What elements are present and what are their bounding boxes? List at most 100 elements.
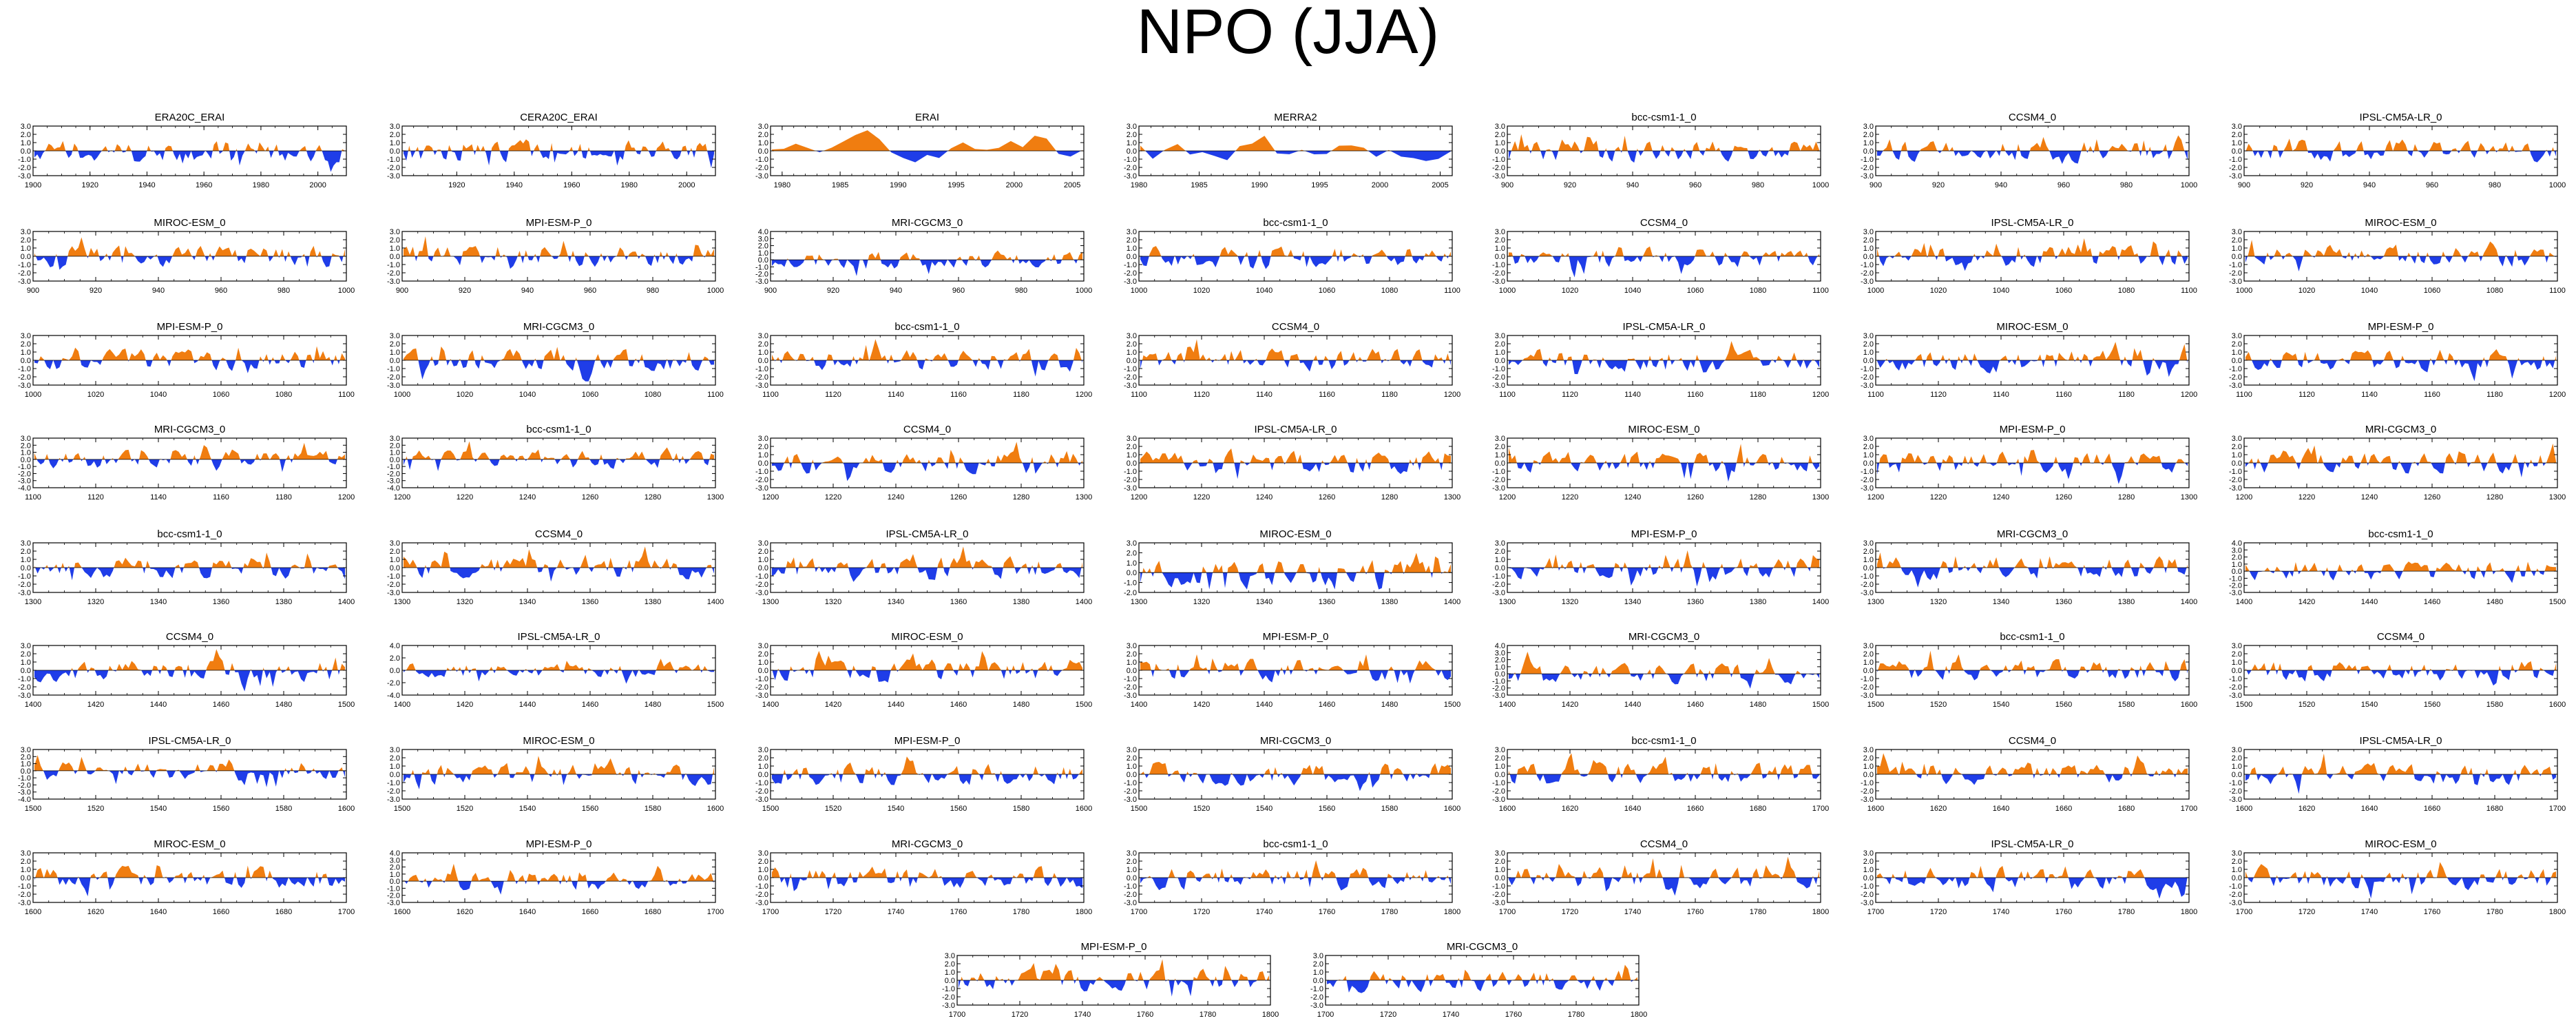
x-tick-label: 1240 [519,493,536,502]
y-tick-label: -2.0 [755,476,768,484]
y-tick-label: -2.0 [387,164,400,172]
y-tick-label: 3.0 [21,746,31,754]
y-tick-label: -2.0 [2229,164,2242,172]
positive-area [772,546,1082,568]
x-tick-label: 1600 [2236,805,2252,813]
x-tick-label: 1700 [949,1011,965,1019]
negative-area [1509,568,1819,587]
x-tick-label: 1240 [1256,493,1273,502]
x-tick-label: 1780 [1013,908,1029,916]
x-tick-label: 1420 [825,701,841,709]
y-tick-label: -3.0 [18,789,31,797]
y-tick-label: 3.0 [2232,546,2242,555]
y-tick-label: 2.0 [1127,754,1137,763]
positive-area [1877,865,2188,878]
x-tick-label: 1400 [1444,598,1460,606]
negative-area [2245,670,2556,686]
y-tick-label: -3.0 [1861,484,1874,493]
x-tick-label: 1320 [825,598,841,606]
chart-title: bcc-csm1-1_0 [1263,217,1328,229]
chart-title: IPSL-CM5A-LR_0 [2359,112,2442,123]
x-tick-label: 1540 [1993,701,2009,709]
x-tick-label: 1040 [1624,287,1641,295]
y-tick-label: -3.0 [18,172,31,180]
y-tick-label: -1.0 [18,572,31,581]
y-tick-label: -3.0 [755,692,768,700]
x-tick-label: 1700 [2549,805,2566,813]
negative-area [1509,878,1819,896]
y-tick-label: 2.0 [21,131,31,139]
x-tick-label: 1520 [1930,701,1947,709]
negative-area [1509,360,1819,375]
x-tick-label: 940 [521,287,534,295]
x-tick-label: 1260 [1687,493,1704,502]
x-tick-label: 1580 [645,805,661,813]
x-tick-label: 1100 [1499,391,1516,399]
chart-title: MIROC-ESM_0 [1259,528,1331,540]
x-tick-label: 1980 [253,181,269,189]
x-tick-label: 1060 [582,391,598,399]
y-tick-label: 1.0 [758,451,768,459]
positive-area [2245,661,2556,670]
y-tick-label: -3.0 [1861,172,1874,180]
negative-area [34,770,345,787]
y-tick-label: 3.0 [1495,332,1505,340]
chart-title: IPSL-CM5A-LR_0 [886,528,968,540]
chart-title: IPSL-CM5A-LR_0 [2359,735,2442,747]
x-tick-label: 1800 [2549,908,2566,916]
y-tick-label: -3.0 [942,1002,955,1010]
y-tick-label: 2.0 [1495,548,1505,556]
y-tick-label: -2.0 [1492,891,1505,899]
chart-title: IPSL-CM5A-LR_0 [148,735,231,747]
y-tick-label: -3.0 [1492,899,1505,907]
x-tick-label: 1080 [2118,287,2135,295]
y-tick-label: 1.0 [1863,451,1874,459]
negative-area [2245,256,2556,271]
y-tick-label: -3.0 [2229,278,2242,286]
y-tick-label: 0.0 [758,874,768,882]
y-tick-label: -3.0 [1492,484,1505,493]
x-tick-label: 1140 [150,493,167,502]
y-tick-label: 0.0 [1863,667,1874,675]
x-tick-label: 1440 [888,701,904,709]
y-tick-label: 0.0 [390,147,400,156]
x-tick-label: 1660 [2424,805,2440,813]
chart-panel: IPSL-CM5A-LR_0 3.02.01.00.0-1.0-2.0-3.0-4… [18,735,355,813]
y-tick-label: 2.0 [1495,443,1505,451]
y-tick-label: 3.0 [758,123,768,131]
y-tick-label: 0.0 [21,357,31,365]
y-tick-label: -3.0 [1492,278,1505,286]
y-tick-label: 3.0 [1495,228,1505,236]
x-tick-label: 1180 [2486,391,2503,399]
y-tick-label: -1.0 [387,261,400,269]
x-tick-label: 1720 [1193,908,1210,916]
y-tick-label: -1.0 [1861,882,1874,891]
x-tick-label: 1620 [1562,805,1578,813]
chart-title: bcc-csm1-1_0 [1631,735,1696,747]
x-tick-label: 1720 [1930,908,1947,916]
y-tick-label: 2.0 [390,654,400,663]
y-tick-label: -3.0 [387,477,400,486]
x-tick-label: 1580 [1381,805,1398,813]
x-tick-label: 1100 [1131,391,1147,399]
y-tick-label: 3.0 [758,332,768,340]
x-tick-label: 1360 [950,598,967,606]
x-tick-label: 1020 [1930,287,1947,295]
y-tick-label: 1.0 [2232,349,2242,357]
y-tick-label: -2.0 [1861,164,1874,172]
x-tick-label: 1780 [2118,908,2135,916]
y-tick-label: 3.0 [2232,849,2242,858]
y-tick-label: 2.0 [2232,131,2242,139]
y-tick-label: 1.0 [21,556,31,564]
x-tick-label: 920 [2301,181,2313,189]
x-tick-label: 1000 [394,391,410,399]
y-tick-label: -1.0 [1861,261,1874,269]
